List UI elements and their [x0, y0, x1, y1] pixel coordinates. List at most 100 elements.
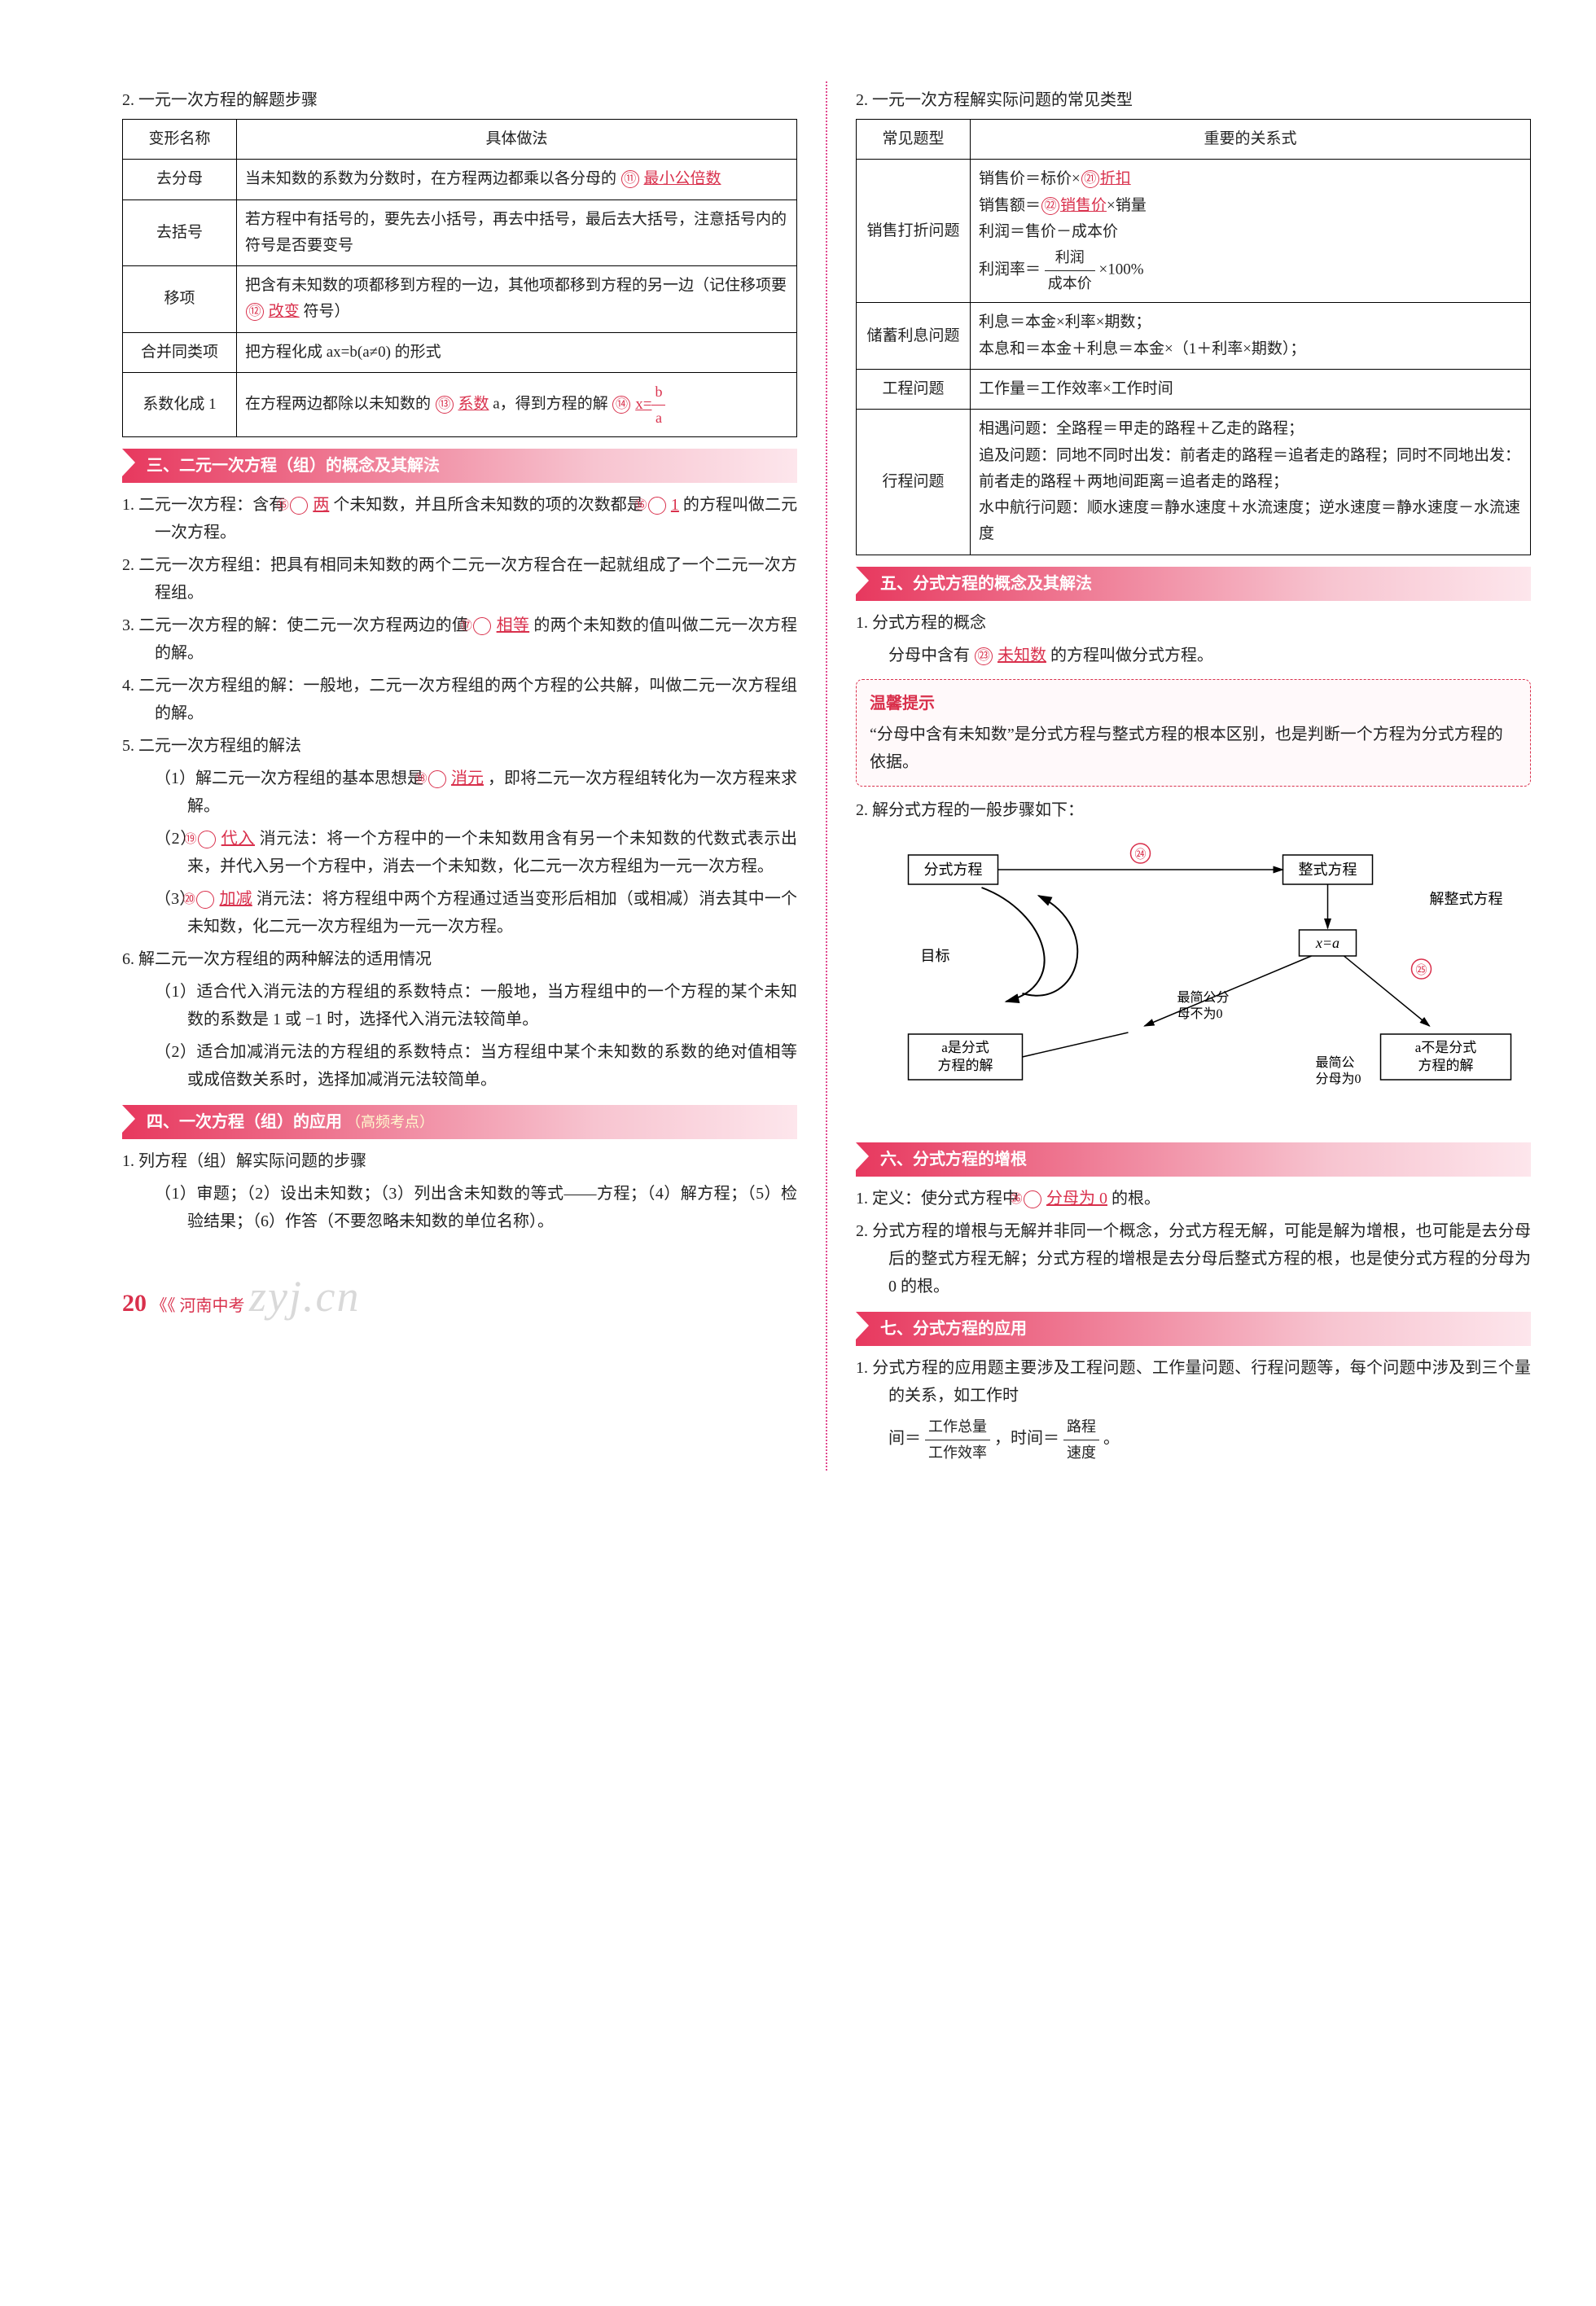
- txt: 符号）: [304, 303, 350, 320]
- txt: 在方程两边都除以未知数的: [245, 396, 431, 413]
- frac-den: 速度: [1063, 1440, 1099, 1466]
- svg-text:a是分式: a是分式: [941, 1040, 989, 1055]
- svg-text:母不为0: 母不为0: [1177, 1006, 1223, 1021]
- p3-5-3: （3）⑳ 加减 消元法：将方程组中两个方程通过适当变形后相加（或相减）消去其中一…: [122, 885, 797, 940]
- p5-1a: 分母中含有 ㉓ 未知数 的方程叫做分式方程。: [856, 642, 1531, 669]
- table-row: 去分母 当未知数的系数为分数时，在方程两边都乘以各分母的 ⑪ 最小公倍数: [123, 160, 797, 199]
- circ-18: ⑱: [428, 770, 446, 788]
- ans-12: 改变: [269, 303, 300, 320]
- circ-23: ㉓: [975, 647, 993, 665]
- svg-text:整式方程: 整式方程: [1299, 861, 1357, 878]
- ans-15: 两: [313, 496, 329, 514]
- ans-13: 系数: [458, 396, 489, 413]
- lt-r2c1: 去括号: [123, 199, 237, 266]
- p3-5: 5. 二元一次方程组的解法: [122, 732, 797, 760]
- txt: 追及问题：同地不同时出发：前者走的路程＝追者走的路程；同时不同地出发：前者走的路…: [979, 443, 1522, 496]
- page-footer: 20 《《 河南中考 zyj.cn: [122, 1260, 797, 1335]
- table-row: 行程问题 相遇问题：全路程＝甲走的路程＋乙走的路程； 追及问题：同地不同时出发：…: [857, 410, 1531, 555]
- txt: 间＝: [888, 1430, 921, 1448]
- ans-19: 代入: [221, 830, 255, 848]
- txt: 当未知数的系数为分数时，在方程两边都乘以各分母的: [245, 170, 616, 187]
- svg-text:㉔: ㉔: [1135, 848, 1147, 861]
- ans-17: 相等: [497, 616, 530, 634]
- circ-21: ㉑: [1081, 170, 1099, 188]
- frac-den: a: [651, 406, 665, 431]
- txt: x=: [635, 396, 651, 413]
- ans-16: 1: [671, 496, 679, 514]
- right-h2: 2. 一元一次方程解实际问题的常见类型: [856, 86, 1531, 114]
- p3-2: 2. 二元一次方程组：把具有相同未知数的两个二元一次方程合在一起就组成了一个二元…: [122, 551, 797, 607]
- lt-r1c2: 当未知数的系数为分数时，在方程两边都乘以各分母的 ⑪ 最小公倍数: [237, 160, 797, 199]
- circ-17: ⑰: [473, 617, 491, 635]
- section-title: 六、分式方程的增根: [880, 1151, 1027, 1168]
- lt-r4c1: 合并同类项: [123, 332, 237, 372]
- svg-text:分母为0: 分母为0: [1316, 1072, 1361, 1086]
- lt-r5c1: 系数化成 1: [123, 373, 237, 437]
- rt-r3c2: 工作量＝工作效率×工作时间: [971, 369, 1531, 409]
- frac-num: 利润: [1045, 245, 1095, 271]
- rt-r4c2: 相遇问题：全路程＝甲走的路程＋乙走的路程； 追及问题：同地不同时出发：前者走的路…: [971, 410, 1531, 555]
- circ-12: ⑫: [246, 303, 264, 321]
- txt: 利润率＝: [979, 261, 1041, 278]
- left-h2: 2. 一元一次方程的解题步骤: [122, 86, 797, 114]
- table-row: 工程问题 工作量＝工作效率×工作时间: [857, 369, 1531, 409]
- txt: 1. 二元一次方程：含有: [122, 496, 285, 514]
- lth1: 变形名称: [123, 120, 237, 160]
- svg-text:x=a: x=a: [1315, 935, 1340, 951]
- p3-5-2: （2）⑲ 代入 消元法：将一个方程中的一个未知数用含有另一个未知数的代数式表示出…: [122, 825, 797, 880]
- circ-20: ⑳: [196, 891, 214, 909]
- left-table: 变形名称 具体做法 去分母 当未知数的系数为分数时，在方程两边都乘以各分母的 ⑪…: [122, 119, 797, 437]
- ans-23: 未知数: [998, 647, 1046, 664]
- table-row: 销售打折问题 销售价＝标价×㉑折扣 销售额＝㉒销售价×销量 利润＝售价－成本价 …: [857, 160, 1531, 303]
- txt: ，时间＝: [994, 1430, 1059, 1448]
- section-7-header: 七、分式方程的应用: [856, 1312, 1531, 1346]
- ans-21: 折扣: [1100, 170, 1131, 187]
- circ-11: ⑪: [621, 170, 639, 188]
- svg-text:最简公分: 最简公分: [1177, 990, 1230, 1005]
- circ-15: ⑮: [290, 497, 308, 515]
- p6-2: 2. 分式方程的增根与无解并非同一个概念，分式方程无解，可能是解为增根，也可能是…: [856, 1217, 1531, 1300]
- section-6-header: 六、分式方程的增根: [856, 1142, 1531, 1177]
- left-column: 2. 一元一次方程的解题步骤 变形名称 具体做法 去分母 当未知数的系数为分数时…: [122, 81, 797, 1471]
- ans-14: x=ba: [635, 396, 665, 413]
- txt: 利息＝本金×利率×期数；: [979, 309, 1522, 335]
- svg-text:解整式方程: 解整式方程: [1430, 891, 1503, 907]
- ans-20: 加减: [220, 890, 252, 908]
- svg-text:a不是分式: a不是分式: [1415, 1040, 1477, 1055]
- p3-5-1: （1）解二元一次方程组的基本思想是 ⑱ 消元 ，即将二元一次方程组转化为一次方程…: [122, 765, 797, 820]
- circ-19: ⑲: [198, 831, 216, 848]
- section-title: 三、二元一次方程（组）的概念及其解法: [147, 457, 440, 475]
- p3-6-2: （2）适合加减消元法的方程组的系数特点：当方程组中某个未知数的系数的绝对值相等或…: [122, 1038, 797, 1094]
- ans-18: 消元: [451, 769, 484, 787]
- watermark: zyj.cn: [249, 1272, 360, 1321]
- frac-den: 工作效率: [925, 1440, 990, 1466]
- txt: a，得到方程的解: [493, 396, 607, 413]
- table-row: 储蓄利息问题 利息＝本金×利率×期数； 本息和＝本金＋利息＝本金×（1＋利率×期…: [857, 303, 1531, 370]
- txt: 相遇问题：全路程＝甲走的路程＋乙走的路程；: [979, 416, 1522, 442]
- lt-r1c1: 去分母: [123, 160, 237, 199]
- rt-r2c2: 利息＝本金×利率×期数； 本息和＝本金＋利息＝本金×（1＋利率×期数）；: [971, 303, 1531, 370]
- p4-1d: （1）审题；（2）设出未知数；（3）列出含未知数的等式——方程；（4）解方程；（…: [122, 1180, 797, 1235]
- frac-num: 工作总量: [925, 1414, 990, 1440]
- circ-26: ㉖: [1024, 1190, 1041, 1208]
- txt: 3. 二元一次方程的解：使二元一次方程两边的值: [122, 616, 468, 634]
- rt-r4c1: 行程问题: [857, 410, 971, 555]
- p3-3: 3. 二元一次方程的解：使二元一次方程两边的值 ⑰ 相等 的两个未知数的值叫做二…: [122, 612, 797, 667]
- circ-22: ㉒: [1041, 197, 1059, 215]
- right-column: 2. 一元一次方程解实际问题的常见类型 常见题型 重要的关系式 销售打折问题 销…: [856, 81, 1531, 1471]
- txt: ×100%: [1099, 261, 1144, 278]
- frac-den: 成本价: [1045, 271, 1095, 296]
- rth2: 重要的关系式: [971, 120, 1531, 160]
- frac-num: 路程: [1063, 1414, 1099, 1440]
- p3-1: 1. 二元一次方程：含有 ⑮ 两 个未知数，并且所含未知数的项的次数都是 ⑯ 1…: [122, 491, 797, 546]
- table-row: 合并同类项 把方程化成 ax=b(a≠0) 的形式: [123, 332, 797, 372]
- txt: 本息和＝本金＋利息＝本金×（1＋利率×期数）；: [979, 336, 1522, 362]
- txt: 。: [1103, 1430, 1120, 1448]
- rt-r1c1: 销售打折问题: [857, 160, 971, 303]
- section-sub: （高频考点）: [346, 1114, 434, 1130]
- svg-text:㉕: ㉕: [1416, 964, 1427, 977]
- txt: 的根。: [1112, 1190, 1160, 1208]
- svg-text:方程的解: 方程的解: [938, 1058, 993, 1073]
- txt: 销售额＝: [979, 197, 1041, 214]
- circ-16: ⑯: [648, 497, 666, 515]
